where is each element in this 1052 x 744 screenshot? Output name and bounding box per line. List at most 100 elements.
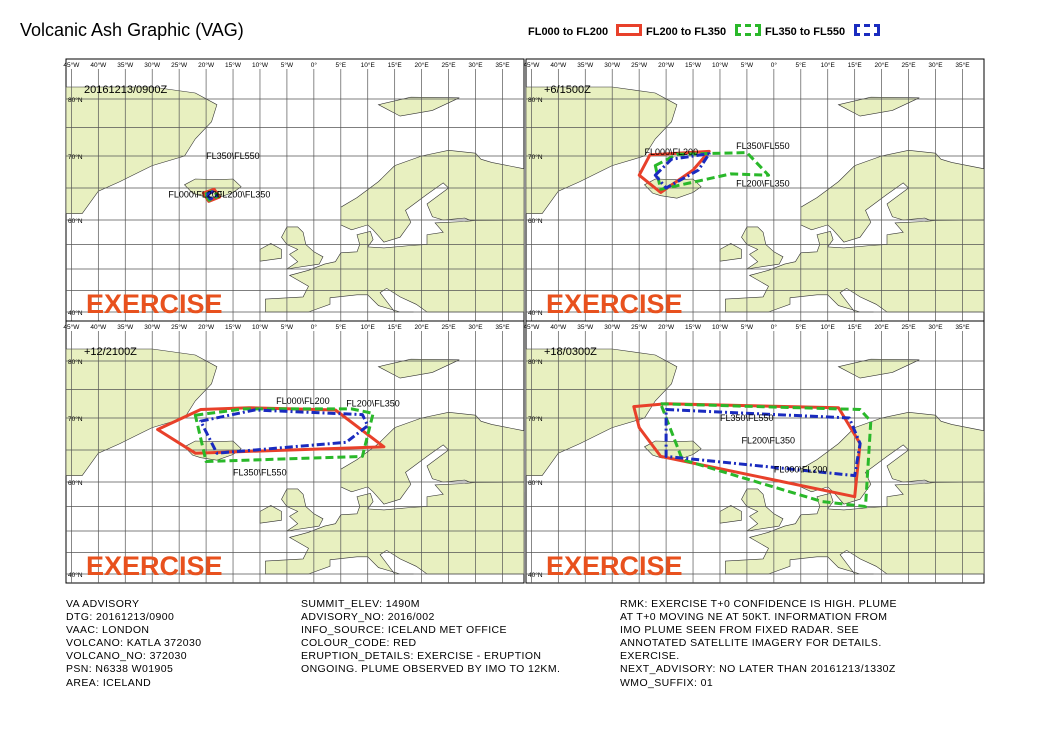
latitude-tick: 80°N <box>528 96 543 104</box>
land-scandi <box>800 149 985 243</box>
advisory-column-3: RMK: EXERCISE T+0 CONFIDENCE IS HIGH. PL… <box>620 598 897 690</box>
longitude-tick: 0° <box>771 61 778 69</box>
plume-level-label: FL000\FL200 <box>774 464 828 474</box>
longitude-tick: 10°E <box>361 323 376 331</box>
latitude-tick: 70°N <box>528 415 543 423</box>
map-panel: 45°W 40°W 35°W 30°W 25°W 20°W 15°W 10°W 5°W 0° 5°E… <box>63 58 525 322</box>
latitude-tick: 80°N <box>68 96 83 104</box>
ash-plume-polygon <box>193 407 375 463</box>
longitude-tick: 10°E <box>821 61 836 69</box>
panel-time-label: +18/0300Z <box>544 346 597 358</box>
longitude-tick: 35°E <box>495 323 510 331</box>
panel-time-label: +6/1500Z <box>544 84 591 96</box>
advisory-line: IMO PLUME SEEN FROM FIXED RADAR. SEE <box>620 624 860 637</box>
advisory-line: ADVISORY_NO: 2016/002 <box>301 611 435 624</box>
longitude-tick: 15°E <box>848 323 863 331</box>
longitude-tick: 45°W <box>63 323 80 331</box>
advisory-line: ERUPTION_DETAILS: EXERCISE - ERUPTION <box>301 650 542 663</box>
legend-label-1: FL000 to FL200 <box>528 26 609 38</box>
longitude-tick: 20°E <box>415 323 430 331</box>
ash-plume-polygon <box>664 408 862 478</box>
exercise-watermark: EXERCISE <box>546 289 683 319</box>
longitude-tick: 20°W <box>658 323 675 331</box>
advisory-line: ONGOING. PLUME OBSERVED BY IMO TO 12KM. <box>301 663 561 676</box>
longitude-tick: 15°W <box>225 61 242 69</box>
longitude-tick: 30°W <box>604 61 621 69</box>
plume-level-label: FL350\FL550 <box>206 151 260 161</box>
longitude-tick: 30°E <box>468 323 483 331</box>
longitude-tick: 35°E <box>955 61 970 69</box>
map-panel: 45°W 40°W 35°W 30°W 25°W 20°W 15°W 10°W 5°W 0° 5°E… <box>523 320 985 584</box>
longitude-tick: 15°W <box>685 61 702 69</box>
panel-time-label: +12/2100Z <box>84 346 137 358</box>
latitude-tick: 40°N <box>68 571 83 579</box>
longitude-tick: 45°W <box>523 323 540 331</box>
advisory-line: NEXT_ADVISORY: NO LATER THAN 20161213/13… <box>620 663 896 676</box>
longitude-tick: 25°E <box>441 61 456 69</box>
map-panel: 45°W 40°W 35°W 30°W 25°W 20°W 15°W 10°W 5°W 0° 5°E… <box>523 58 985 322</box>
exercise-watermark: EXERCISE <box>546 551 683 581</box>
legend-swatch-1 <box>616 24 642 36</box>
advisory-line: VOLCANO_NO: 372030 <box>66 650 188 663</box>
land-svalbard <box>837 96 920 117</box>
legend-swatch-2 <box>735 24 761 36</box>
advisory-line: RMK: EXERCISE T+0 CONFIDENCE IS HIGH. PL… <box>620 598 897 610</box>
longitude-tick: 10°E <box>821 323 836 331</box>
advisory-line: ANNOTATED SATELLITE IMAGERY FOR DETAILS. <box>620 637 882 650</box>
legend-label-2: FL200 to FL350 <box>646 26 727 38</box>
longitude-tick: 10°W <box>252 61 269 69</box>
ash-plume-polygon <box>659 402 873 508</box>
land-britain <box>281 488 324 532</box>
advisory-column-1: VA ADVISORY DTG: 20161213/0900 VAAC: LONDO… <box>66 598 201 690</box>
advisory-line: WMO_SUFFIX: 01 <box>620 676 714 689</box>
plume-level-label: FL000\FL200 <box>168 190 222 200</box>
longitude-tick: 40°W <box>90 323 107 331</box>
ash-plume-polygon <box>637 149 711 194</box>
advisory-line: AREA: ICELAND <box>66 676 152 689</box>
longitude-tick: 0° <box>311 61 318 69</box>
plume-level-label: FL000\FL200 <box>276 396 330 406</box>
latitude-tick: 80°N <box>68 358 83 366</box>
longitude-tick: 5°W <box>281 323 294 331</box>
longitude-tick: 15°W <box>225 323 242 331</box>
ash-plume-polygon <box>205 190 218 201</box>
longitude-tick: 45°W <box>523 61 540 69</box>
longitude-tick: 25°W <box>631 323 648 331</box>
longitude-tick: 35°E <box>955 323 970 331</box>
plume-level-label: FL350\FL550 <box>736 141 790 151</box>
plume-level-label: FL350\FL550 <box>233 468 287 478</box>
latitude-tick: 40°N <box>528 571 543 579</box>
advisory-line: VA ADVISORY <box>66 598 140 610</box>
longitude-tick: 5°E <box>796 61 807 69</box>
land-svalbard <box>377 96 460 117</box>
longitude-tick: 20°W <box>658 61 675 69</box>
longitude-tick: 25°W <box>171 323 188 331</box>
latitude-tick: 70°N <box>68 415 83 423</box>
map-panel: 45°W 40°W 35°W 30°W 25°W 20°W 15°W 10°W 5°W 0° 5°E… <box>63 320 525 584</box>
longitude-tick: 35°W <box>577 323 594 331</box>
land-britain <box>741 488 784 532</box>
land-britain <box>281 226 324 270</box>
longitude-tick: 30°W <box>604 323 621 331</box>
advisory-line: COLOUR_CODE: RED <box>301 637 417 650</box>
advisory-line: INFO_SOURCE: ICELAND MET OFFICE <box>301 624 507 637</box>
land-scandi <box>340 149 525 243</box>
advisory-line: AT T+0 MOVING NE AT 50KT. INFORMATION FR… <box>620 611 888 624</box>
longitude-tick: 35°E <box>495 61 510 69</box>
advisory-line: VAAC: LONDON <box>66 624 150 637</box>
land-scandi <box>800 411 985 505</box>
longitude-tick: 25°W <box>631 61 648 69</box>
longitude-tick: 30°E <box>468 61 483 69</box>
longitude-tick: 30°W <box>144 323 161 331</box>
longitude-tick: 5°W <box>281 61 294 69</box>
longitude-tick: 0° <box>771 323 778 331</box>
longitude-tick: 15°W <box>685 323 702 331</box>
plume-level-label: FL200\FL350 <box>736 179 790 189</box>
latitude-tick: 70°N <box>528 153 543 161</box>
page-title: Volcanic Ash Graphic (VAG) <box>20 20 244 40</box>
graticule <box>526 331 984 583</box>
longitude-tick: 45°W <box>63 61 80 69</box>
longitude-tick: 25°W <box>171 61 188 69</box>
advisory-line: SUMMIT_ELEV: 1490M <box>301 598 420 610</box>
longitude-tick: 40°W <box>550 323 567 331</box>
